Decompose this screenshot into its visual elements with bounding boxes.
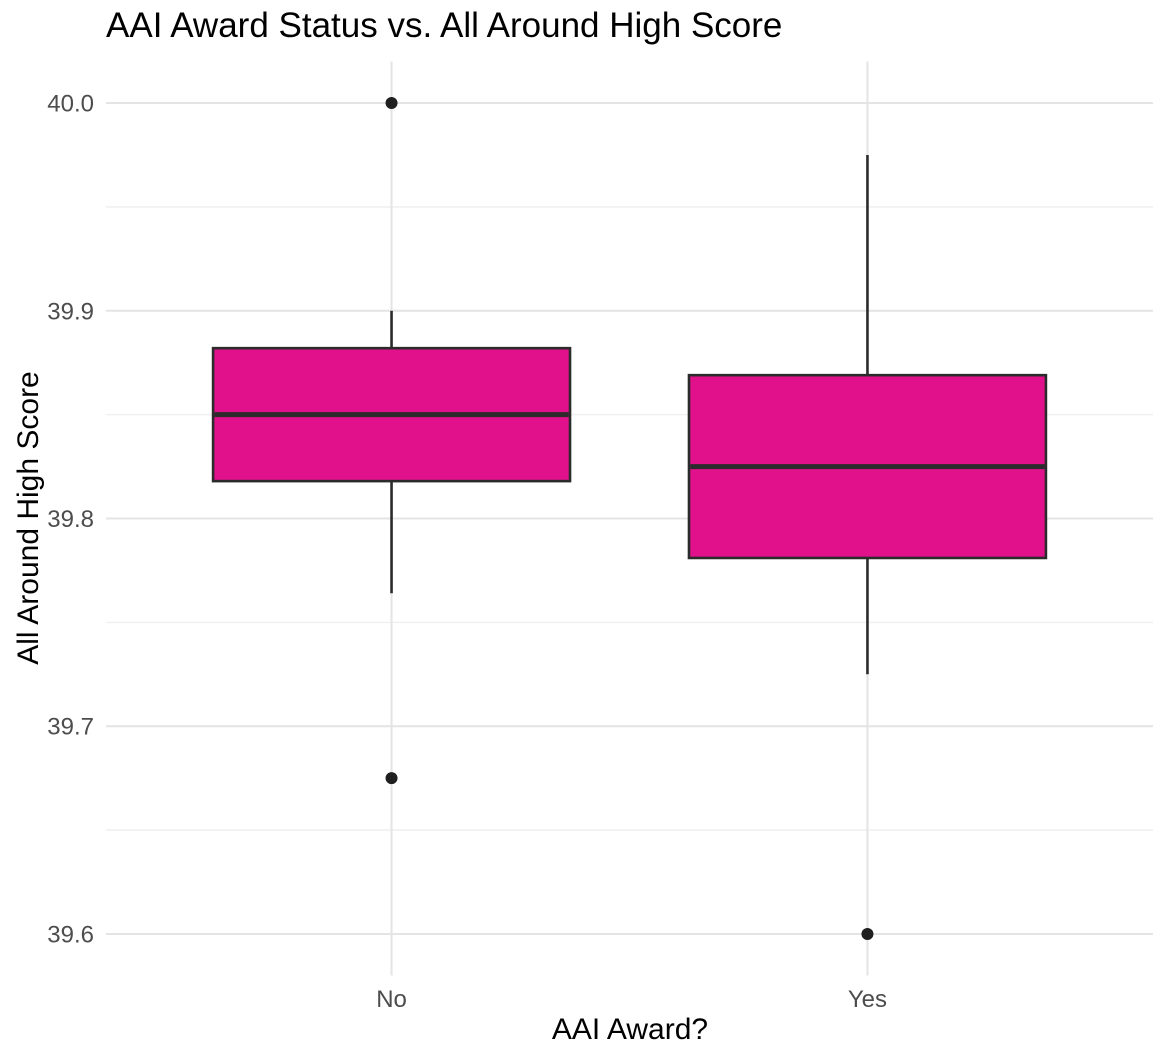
x-tick-label-yes: Yes bbox=[848, 986, 887, 1013]
y-tick-label: 40.0 bbox=[47, 91, 94, 118]
x-axis-title: AAI Award? bbox=[551, 1013, 709, 1046]
outlier-no-1 bbox=[385, 772, 398, 785]
y-tick-label: 39.8 bbox=[47, 506, 94, 533]
chart-title: AAI Award Status vs. All Around High Sco… bbox=[106, 6, 783, 45]
y-tick-label: 39.7 bbox=[47, 714, 94, 741]
outlier-yes-0 bbox=[861, 927, 874, 940]
y-tick-label: 39.9 bbox=[47, 298, 94, 325]
y-tick-label: 39.6 bbox=[47, 921, 94, 948]
outlier-no-0 bbox=[385, 97, 398, 110]
x-tick-label-no: No bbox=[376, 986, 407, 1013]
